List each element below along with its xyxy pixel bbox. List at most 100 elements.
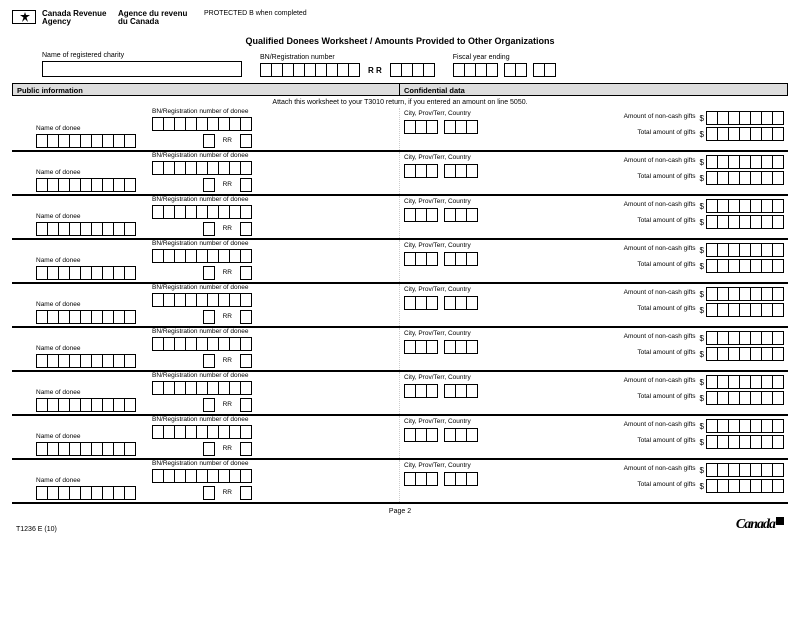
dollar-icon: $ <box>700 262 704 271</box>
city-field[interactable] <box>404 164 438 178</box>
donee-name-field[interactable] <box>36 178 136 192</box>
prov-field[interactable] <box>444 384 478 398</box>
donee-name-label: Name of donee <box>36 258 136 265</box>
city-field[interactable] <box>404 252 438 266</box>
donee-bn-field[interactable] <box>152 161 252 175</box>
noncash-field[interactable] <box>706 331 784 345</box>
donee-rr-a[interactable] <box>203 134 215 148</box>
city-field[interactable] <box>404 120 438 134</box>
protected-b: PROTECTED B when completed <box>204 10 307 17</box>
donee-name-field[interactable] <box>36 310 136 324</box>
donee-rr-a[interactable] <box>203 222 215 236</box>
city-label: City, Prov/Terr, Country <box>404 199 478 206</box>
total-field[interactable] <box>706 435 784 449</box>
prov-field[interactable] <box>444 472 478 486</box>
dollar-icon: $ <box>700 174 704 183</box>
total-field[interactable] <box>706 259 784 273</box>
noncash-label: Amount of non-cash gifts <box>624 334 696 341</box>
donee-bn-field[interactable] <box>152 469 252 483</box>
donee-rr-a[interactable] <box>203 354 215 368</box>
total-field[interactable] <box>706 479 784 493</box>
prov-field[interactable] <box>444 296 478 310</box>
donee-name-field[interactable] <box>36 134 136 148</box>
total-label: Total amount of gifts <box>637 306 695 313</box>
donee-name-field[interactable] <box>36 486 136 500</box>
dollar-icon: $ <box>700 290 704 299</box>
donee-bn-field[interactable] <box>152 293 252 307</box>
donee-rr-b[interactable] <box>240 222 252 236</box>
dollar-icon: $ <box>700 202 704 211</box>
noncash-field[interactable] <box>706 155 784 169</box>
noncash-label: Amount of non-cash gifts <box>624 202 696 209</box>
donee-name-field[interactable] <box>36 398 136 412</box>
donee-rr-a[interactable] <box>203 310 215 324</box>
city-field[interactable] <box>404 472 438 486</box>
donee-rr-a[interactable] <box>203 398 215 412</box>
noncash-field[interactable] <box>706 463 784 477</box>
donee-bn-field[interactable] <box>152 117 252 131</box>
donee-rr-a[interactable] <box>203 486 215 500</box>
donee-bn-field[interactable] <box>152 337 252 351</box>
city-field[interactable] <box>404 428 438 442</box>
bn-field-a[interactable] <box>260 63 360 77</box>
total-field[interactable] <box>706 215 784 229</box>
donee-name-label: Name of donee <box>36 346 136 353</box>
prov-field[interactable] <box>444 340 478 354</box>
city-field[interactable] <box>404 340 438 354</box>
bn-field-b[interactable] <box>390 63 435 77</box>
total-field[interactable] <box>706 127 784 141</box>
donee-bn-field[interactable] <box>152 381 252 395</box>
noncash-field[interactable] <box>706 243 784 257</box>
donee-rr-b[interactable] <box>240 134 252 148</box>
donee-rr-a[interactable] <box>203 178 215 192</box>
city-field[interactable] <box>404 208 438 222</box>
donee-bn-field[interactable] <box>152 249 252 263</box>
fy-field[interactable] <box>453 63 556 77</box>
prov-field[interactable] <box>444 164 478 178</box>
total-field[interactable] <box>706 347 784 361</box>
total-field[interactable] <box>706 303 784 317</box>
strip-public: Public information <box>13 84 400 95</box>
noncash-label: Amount of non-cash gifts <box>624 246 696 253</box>
donee-row: Name of doneeBN/Registration number of d… <box>12 152 788 196</box>
dollar-icon: $ <box>700 394 704 403</box>
dollar-icon: $ <box>700 334 704 343</box>
total-field[interactable] <box>706 171 784 185</box>
donee-rr-b[interactable] <box>240 442 252 456</box>
rr-small: RR <box>223 402 232 409</box>
prov-field[interactable] <box>444 208 478 222</box>
donee-rr-b[interactable] <box>240 486 252 500</box>
donee-name-field[interactable] <box>36 266 136 280</box>
noncash-field[interactable] <box>706 111 784 125</box>
noncash-field[interactable] <box>706 199 784 213</box>
donee-name-field[interactable] <box>36 442 136 456</box>
noncash-field[interactable] <box>706 375 784 389</box>
prov-field[interactable] <box>444 252 478 266</box>
noncash-field[interactable] <box>706 287 784 301</box>
donee-bn-label: BN/Registration number of donee <box>152 153 252 160</box>
prov-field[interactable] <box>444 428 478 442</box>
city-field[interactable] <box>404 384 438 398</box>
charity-name-input[interactable] <box>42 61 242 77</box>
donee-rr-b[interactable] <box>240 354 252 368</box>
donee-rr-b[interactable] <box>240 310 252 324</box>
city-label: City, Prov/Terr, Country <box>404 155 478 162</box>
donee-rr-a[interactable] <box>203 266 215 280</box>
donee-bn-field[interactable] <box>152 205 252 219</box>
donee-bn-field[interactable] <box>152 425 252 439</box>
city-label: City, Prov/Terr, Country <box>404 287 478 294</box>
donee-rr-a[interactable] <box>203 442 215 456</box>
header: Canada Revenue Agency Agence du revenu d… <box>12 10 788 32</box>
donee-rr-b[interactable] <box>240 178 252 192</box>
donee-rr-b[interactable] <box>240 398 252 412</box>
city-field[interactable] <box>404 296 438 310</box>
total-field[interactable] <box>706 391 784 405</box>
donee-name-field[interactable] <box>36 222 136 236</box>
donee-name-label: Name of donee <box>36 434 136 441</box>
donee-rr-b[interactable] <box>240 266 252 280</box>
donee-name-field[interactable] <box>36 354 136 368</box>
prov-field[interactable] <box>444 120 478 134</box>
noncash-field[interactable] <box>706 419 784 433</box>
dollar-icon: $ <box>700 350 704 359</box>
rr-small: RR <box>223 182 232 189</box>
